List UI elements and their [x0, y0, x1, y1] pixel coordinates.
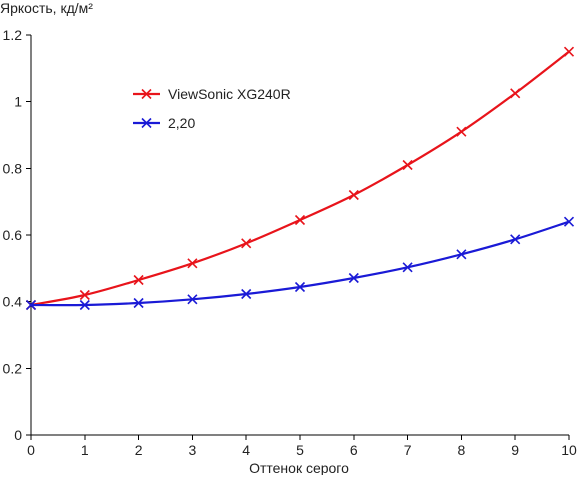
y-tick-label: 1.2 — [3, 27, 23, 43]
y-tick-label: 0.4 — [3, 294, 23, 310]
x-tick-label: 2 — [135, 442, 143, 458]
data-point-marker — [187, 294, 198, 305]
data-point-marker — [187, 258, 198, 269]
data-point-marker — [563, 216, 575, 227]
data-point-marker — [510, 234, 521, 245]
legend-item: 2,20 — [133, 115, 195, 131]
legend-item: ViewSonic XG240R — [133, 86, 291, 102]
y-tick-label: 0.8 — [3, 160, 23, 176]
series-0 — [25, 46, 575, 311]
legend-label: ViewSonic XG240R — [168, 86, 291, 102]
y-tick-label: 0.2 — [3, 360, 23, 376]
data-point-marker — [25, 299, 37, 311]
x-tick-label: 4 — [242, 442, 250, 458]
x-tick-label: 10 — [561, 442, 577, 458]
x-tick-label: 8 — [458, 442, 466, 458]
x-tick-label: 0 — [27, 442, 35, 458]
series-1 — [25, 216, 575, 311]
data-point-marker — [79, 289, 90, 301]
series-layer — [25, 46, 575, 311]
x-tick-label: 6 — [350, 442, 358, 458]
x-tick-label: 1 — [81, 442, 89, 458]
x-tick-label: 5 — [296, 442, 304, 458]
data-point-marker — [241, 288, 252, 300]
data-point-marker — [402, 159, 413, 171]
data-point-marker — [241, 238, 252, 249]
y-tick-label: 0 — [14, 427, 22, 443]
x-tick-label: 3 — [189, 442, 197, 458]
data-point-marker — [294, 281, 306, 293]
y-tick-label: 1 — [14, 94, 22, 110]
data-point-marker — [348, 272, 359, 284]
legend: ViewSonic XG240R 2,20 — [133, 86, 291, 131]
legend-swatch-marker — [141, 117, 152, 129]
axes: 0 1 2 3 4 5 6 7 8 9 10 0 0.2 0.4 0.6 0.8 1 1.2 — [3, 27, 577, 458]
data-point-marker — [133, 297, 144, 309]
legend-swatch-marker — [141, 88, 152, 100]
data-point-marker — [79, 299, 90, 311]
y-tick-label: 0.6 — [3, 227, 23, 243]
x-tick-label: 7 — [404, 442, 412, 458]
x-axis-title: Оттенок серого — [249, 460, 349, 475]
data-point-marker — [348, 189, 359, 201]
legend-label: 2,20 — [168, 115, 195, 131]
x-tick-label: 9 — [511, 442, 519, 458]
series-line — [30, 50, 570, 307]
data-point-marker — [133, 274, 144, 286]
series-line — [30, 220, 570, 307]
data-point-marker — [456, 126, 467, 137]
data-point-marker — [563, 46, 575, 57]
data-point-marker — [510, 88, 521, 99]
data-point-marker — [402, 262, 413, 273]
y-axis-title: Яркость, кд/м² — [0, 0, 93, 16]
data-point-marker — [456, 249, 467, 260]
data-point-marker — [294, 214, 306, 226]
